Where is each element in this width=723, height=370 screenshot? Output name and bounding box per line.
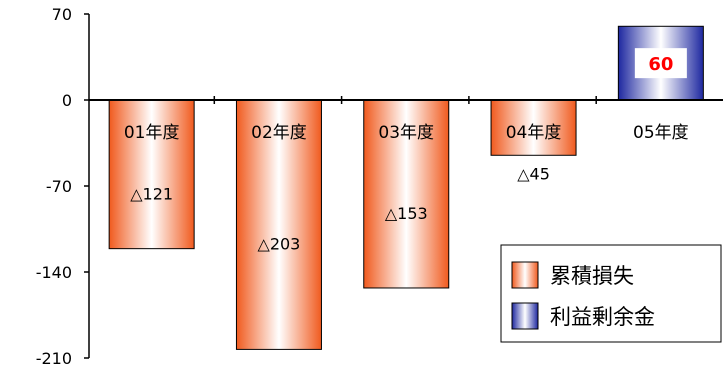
legend-label-surplus: 利益剰余金	[550, 305, 655, 329]
bar-03年度	[363, 99, 450, 289]
category-label: 04年度	[506, 123, 562, 143]
y-tick-label: -70	[46, 177, 72, 196]
data-label: △203	[258, 235, 301, 254]
y-tick-label: 0	[62, 91, 72, 110]
category-label: 03年度	[378, 123, 434, 143]
data-label-background	[634, 48, 687, 79]
category-label: 05年度	[633, 123, 689, 143]
data-label: △121	[130, 184, 173, 203]
data-label: 60	[648, 54, 673, 75]
y-tick-label: -140	[36, 263, 72, 282]
x-ticks	[213, 96, 597, 104]
legend: 累積損失 利益剰余金	[500, 244, 722, 343]
data-label: △45	[517, 164, 550, 183]
y-tick-label: -210	[36, 349, 72, 368]
bar-01年度	[108, 99, 195, 250]
y-tick-label: 70	[52, 5, 72, 24]
bar-02年度	[235, 99, 322, 350]
y-ticks: 70 0 -70 -140 -210	[36, 5, 89, 368]
category-labels: 01年度 02年度 03年度 04年度 05年度	[124, 123, 689, 143]
legend-label-loss: 累積損失	[550, 264, 634, 288]
legend-swatch-loss	[511, 261, 539, 289]
category-label: 01年度	[124, 123, 180, 143]
legend-swatch-surplus	[511, 302, 539, 330]
data-label: △153	[385, 204, 428, 223]
data-labels: △121 △203 △153 △45 60	[130, 48, 687, 254]
category-label: 02年度	[251, 123, 307, 143]
